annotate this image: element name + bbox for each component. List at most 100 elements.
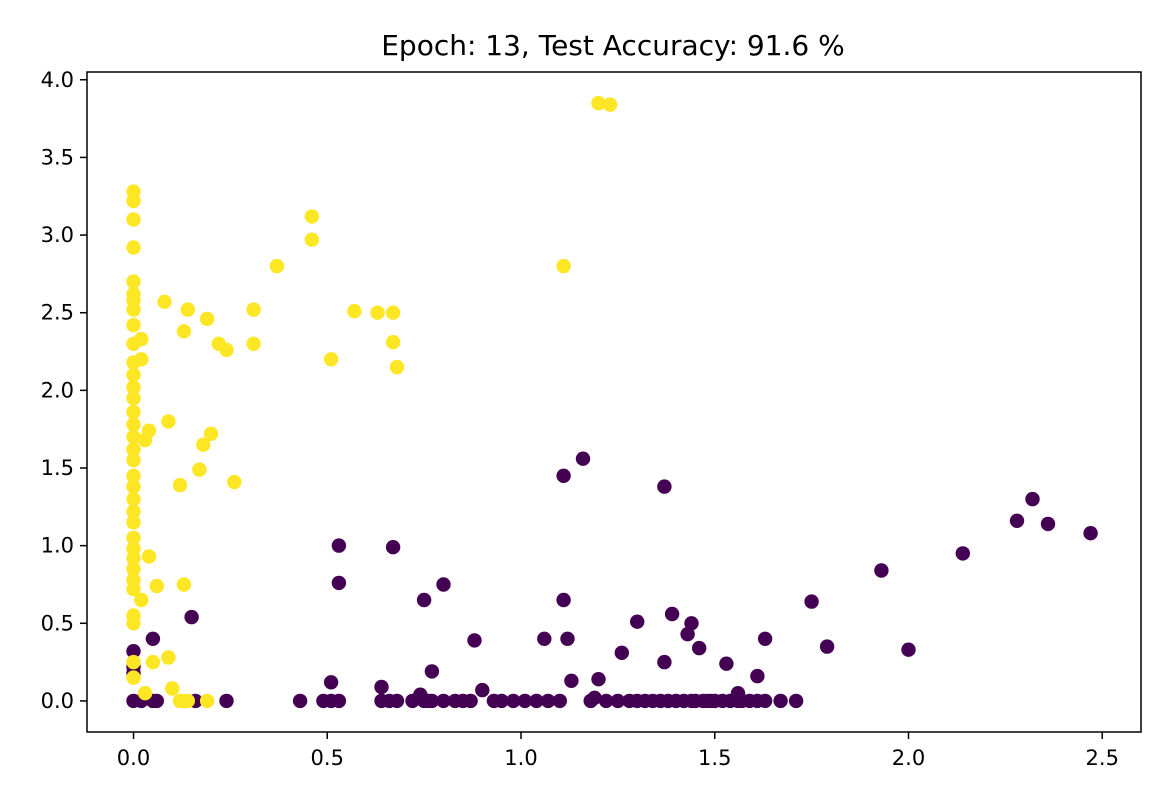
data-point-class-0 — [955, 546, 970, 561]
data-point-class-0 — [788, 693, 804, 709]
data-point-class-0 — [630, 614, 645, 629]
data-point-class-0 — [684, 616, 699, 631]
data-point-class-1 — [161, 650, 176, 665]
data-point-class-0 — [374, 679, 389, 695]
data-point-class-1 — [176, 324, 192, 339]
y-axis: 0.0 0.5 1.0 1.5 2.0 2.5 3.0 3.5 4.0 — [41, 68, 87, 713]
data-point-class-0 — [540, 693, 556, 709]
y-tick-label: 3.0 — [41, 223, 74, 247]
data-point-class-0 — [610, 693, 626, 709]
data-point-class-1 — [126, 417, 141, 432]
data-point-class-0 — [331, 538, 347, 553]
data-point-class-0 — [292, 693, 308, 709]
data-point-class-1 — [126, 491, 141, 507]
data-point-class-0 — [331, 575, 347, 591]
y-tick-label: 4.0 — [41, 68, 74, 92]
y-tick-label: 2.0 — [41, 378, 74, 402]
data-point-class-1 — [126, 572, 141, 587]
data-point-class-1 — [385, 335, 401, 350]
chart-title: Epoch: 13, Test Accuracy: 91.6 % — [381, 29, 845, 62]
data-point-class-0 — [692, 640, 707, 656]
data-point-class-1 — [126, 429, 141, 445]
data-point-class-0 — [556, 592, 571, 608]
data-point-class-1 — [172, 477, 188, 493]
data-point-class-1 — [199, 311, 215, 327]
data-point-class-1 — [126, 541, 141, 556]
data-point-class-1 — [137, 686, 153, 701]
points-layer — [126, 95, 1098, 709]
data-point-class-0 — [773, 693, 788, 709]
data-point-class-1 — [389, 359, 405, 375]
data-point-class-0 — [323, 675, 339, 690]
data-point-class-0 — [1025, 491, 1040, 507]
data-point-class-0 — [591, 672, 606, 687]
data-point-class-0 — [145, 631, 161, 646]
x-axis: 0.0 0.5 1.0 1.5 2.0 2.5 — [117, 732, 1119, 770]
y-tick-label: 3.5 — [41, 145, 74, 169]
data-point-class-0 — [757, 631, 773, 646]
data-point-class-1 — [199, 693, 215, 709]
data-point-class-1 — [591, 95, 606, 111]
data-point-class-0 — [599, 693, 614, 709]
data-point-class-0 — [149, 693, 164, 709]
data-point-class-1 — [602, 97, 618, 112]
data-point-class-1 — [126, 530, 141, 546]
data-point-class-1 — [385, 305, 401, 320]
data-point-class-1 — [126, 212, 141, 227]
data-point-class-1 — [134, 592, 149, 608]
data-point-class-0 — [389, 693, 405, 709]
data-point-class-1 — [126, 286, 141, 302]
x-tick-label: 2.0 — [892, 746, 925, 770]
data-point-class-0 — [475, 682, 490, 698]
data-point-class-1 — [180, 693, 195, 709]
data-point-class-1 — [126, 240, 141, 255]
data-point-class-1 — [165, 681, 180, 696]
data-point-class-0 — [424, 664, 440, 679]
data-point-class-1 — [304, 232, 319, 247]
data-point-class-1 — [370, 305, 385, 320]
data-point-class-0 — [494, 693, 509, 709]
data-point-class-1 — [126, 468, 141, 483]
data-point-class-1 — [227, 474, 242, 490]
x-tick-label: 1.5 — [698, 746, 731, 770]
data-point-class-0 — [537, 631, 552, 646]
data-point-class-1 — [126, 515, 141, 530]
data-point-class-1 — [126, 380, 141, 395]
data-point-class-0 — [126, 644, 141, 659]
data-point-class-1 — [126, 367, 141, 382]
data-point-class-1 — [134, 352, 149, 367]
data-point-class-0 — [901, 642, 916, 657]
data-point-class-1 — [126, 404, 141, 420]
data-point-class-1 — [126, 274, 141, 289]
data-point-class-0 — [664, 606, 680, 622]
data-point-class-1 — [126, 184, 141, 199]
data-point-class-0 — [804, 594, 819, 609]
data-point-class-1 — [556, 258, 571, 274]
data-point-class-0 — [416, 592, 432, 608]
data-point-class-0 — [657, 479, 672, 494]
data-point-class-0 — [1083, 526, 1098, 541]
data-point-class-1 — [149, 578, 164, 594]
y-tick-label: 1.0 — [41, 534, 74, 558]
data-point-class-1 — [141, 423, 157, 438]
data-point-class-1 — [180, 302, 195, 317]
data-point-class-1 — [219, 342, 234, 358]
data-point-class-0 — [560, 631, 575, 646]
data-point-class-1 — [161, 414, 176, 429]
x-tick-label: 1.0 — [504, 746, 537, 770]
data-point-class-0 — [219, 693, 234, 709]
data-point-class-1 — [203, 426, 219, 441]
data-point-class-0 — [757, 693, 773, 709]
data-point-class-1 — [126, 608, 141, 623]
data-point-class-1 — [126, 453, 141, 468]
data-point-class-0 — [719, 656, 734, 671]
data-point-class-1 — [157, 294, 172, 309]
data-point-class-0 — [587, 690, 602, 705]
data-point-class-0 — [467, 633, 482, 648]
data-point-class-0 — [436, 577, 451, 592]
y-tick-label: 0.0 — [41, 689, 74, 713]
data-point-class-1 — [126, 317, 141, 333]
data-point-class-1 — [269, 258, 285, 274]
data-point-class-1 — [126, 442, 141, 457]
